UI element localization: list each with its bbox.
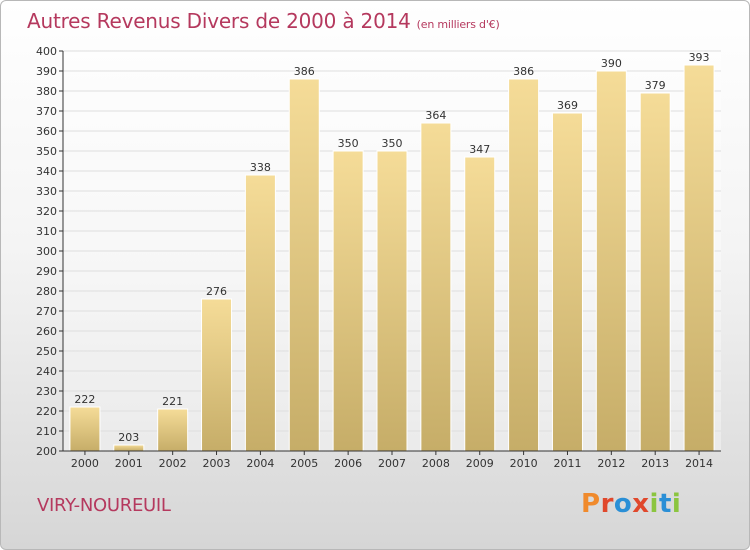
bar-2003[interactable] bbox=[201, 298, 233, 452]
brand-letter: o bbox=[613, 489, 633, 519]
y-tick-label: 270 bbox=[36, 305, 57, 318]
y-tick-label: 240 bbox=[36, 365, 57, 378]
x-tick-label: 2002 bbox=[159, 457, 187, 470]
axes bbox=[59, 50, 721, 455]
y-tick-label: 300 bbox=[36, 245, 57, 258]
x-tick-label: 2001 bbox=[115, 457, 143, 470]
y-tick-label: 400 bbox=[36, 45, 57, 58]
data-label: 379 bbox=[645, 79, 666, 92]
bar-2001[interactable] bbox=[113, 444, 145, 452]
y-tick-label: 200 bbox=[36, 445, 57, 458]
data-label: 203 bbox=[118, 431, 139, 444]
data-label: 364 bbox=[425, 109, 446, 122]
y-tick-label: 310 bbox=[36, 225, 57, 238]
data-label: 338 bbox=[250, 161, 271, 174]
y-tick-label: 360 bbox=[36, 125, 57, 138]
bars bbox=[69, 64, 715, 452]
x-tick-label: 2000 bbox=[71, 457, 99, 470]
brand-letter: t bbox=[658, 489, 672, 519]
bar-2011[interactable] bbox=[551, 112, 583, 452]
x-tick-label: 2003 bbox=[203, 457, 231, 470]
y-tick-label: 290 bbox=[36, 265, 57, 278]
bar-2009[interactable] bbox=[464, 156, 496, 452]
labels: 200 210 220 230 240 250 260 270 280 290 300 310 320 3… bbox=[36, 45, 713, 470]
data-label: 369 bbox=[557, 99, 578, 112]
data-label: 386 bbox=[294, 65, 315, 78]
y-tick-label: 330 bbox=[36, 185, 57, 198]
y-tick-label: 380 bbox=[36, 85, 57, 98]
bar-2006[interactable] bbox=[332, 150, 364, 452]
y-tick-label: 280 bbox=[36, 285, 57, 298]
city-name: VIRY-NOUREUIL bbox=[37, 495, 171, 516]
data-label: 393 bbox=[689, 51, 710, 64]
data-label: 386 bbox=[513, 65, 534, 78]
x-tick-label: 2012 bbox=[597, 457, 625, 470]
bar-2002[interactable] bbox=[157, 408, 189, 452]
x-tick-label: 2008 bbox=[422, 457, 450, 470]
y-tick-label: 340 bbox=[36, 165, 57, 178]
brand-letter: r bbox=[600, 489, 614, 519]
y-tick-label: 320 bbox=[36, 205, 57, 218]
bar-2008[interactable] bbox=[420, 122, 452, 452]
x-tick-label: 2010 bbox=[510, 457, 538, 470]
y-tick-label: 210 bbox=[36, 425, 57, 438]
brand-letter: x bbox=[632, 489, 650, 519]
x-tick-label: 2014 bbox=[685, 457, 713, 470]
data-label: 276 bbox=[206, 285, 227, 298]
x-tick-label: 2005 bbox=[290, 457, 318, 470]
bar-2005[interactable] bbox=[288, 78, 320, 452]
data-label: 390 bbox=[601, 57, 622, 70]
data-label: 350 bbox=[338, 137, 359, 150]
brand-letter: i bbox=[649, 489, 659, 519]
chart-unit: (en milliers d'€) bbox=[416, 18, 500, 31]
chart-title-text: Autres Revenus Divers de 2000 à 2014 bbox=[27, 9, 411, 33]
y-tick-label: 220 bbox=[36, 405, 57, 418]
bar-2000[interactable] bbox=[69, 406, 101, 452]
data-label: 221 bbox=[162, 395, 183, 408]
bar-2010[interactable] bbox=[508, 78, 540, 452]
y-tick-label: 230 bbox=[36, 385, 57, 398]
data-label: 222 bbox=[74, 393, 95, 406]
brand-letter: i bbox=[671, 489, 682, 519]
bar-2014[interactable] bbox=[683, 64, 715, 452]
chart-title: Autres Revenus Divers de 2000 à 2014 (en … bbox=[27, 9, 500, 33]
data-label: 350 bbox=[382, 137, 403, 150]
x-tick-label: 2006 bbox=[334, 457, 362, 470]
bar-2004[interactable] bbox=[244, 174, 276, 452]
x-tick-label: 2004 bbox=[246, 457, 274, 470]
bar-2012[interactable] bbox=[595, 70, 627, 452]
y-tick-label: 370 bbox=[36, 105, 57, 118]
proxiti-logo[interactable]: Proxiti bbox=[581, 489, 681, 519]
data-label: 347 bbox=[469, 143, 490, 156]
x-tick-label: 2009 bbox=[466, 457, 494, 470]
brand-letter: P bbox=[581, 489, 601, 519]
x-tick-label: 2011 bbox=[553, 457, 581, 470]
y-tick-label: 390 bbox=[36, 65, 57, 78]
bar-2007[interactable] bbox=[376, 150, 408, 452]
y-tick-label: 350 bbox=[36, 145, 57, 158]
y-tick-label: 250 bbox=[36, 345, 57, 358]
x-tick-label: 2013 bbox=[641, 457, 669, 470]
x-tick-label: 2007 bbox=[378, 457, 406, 470]
y-tick-label: 260 bbox=[36, 325, 57, 338]
bar-2013[interactable] bbox=[639, 92, 671, 452]
